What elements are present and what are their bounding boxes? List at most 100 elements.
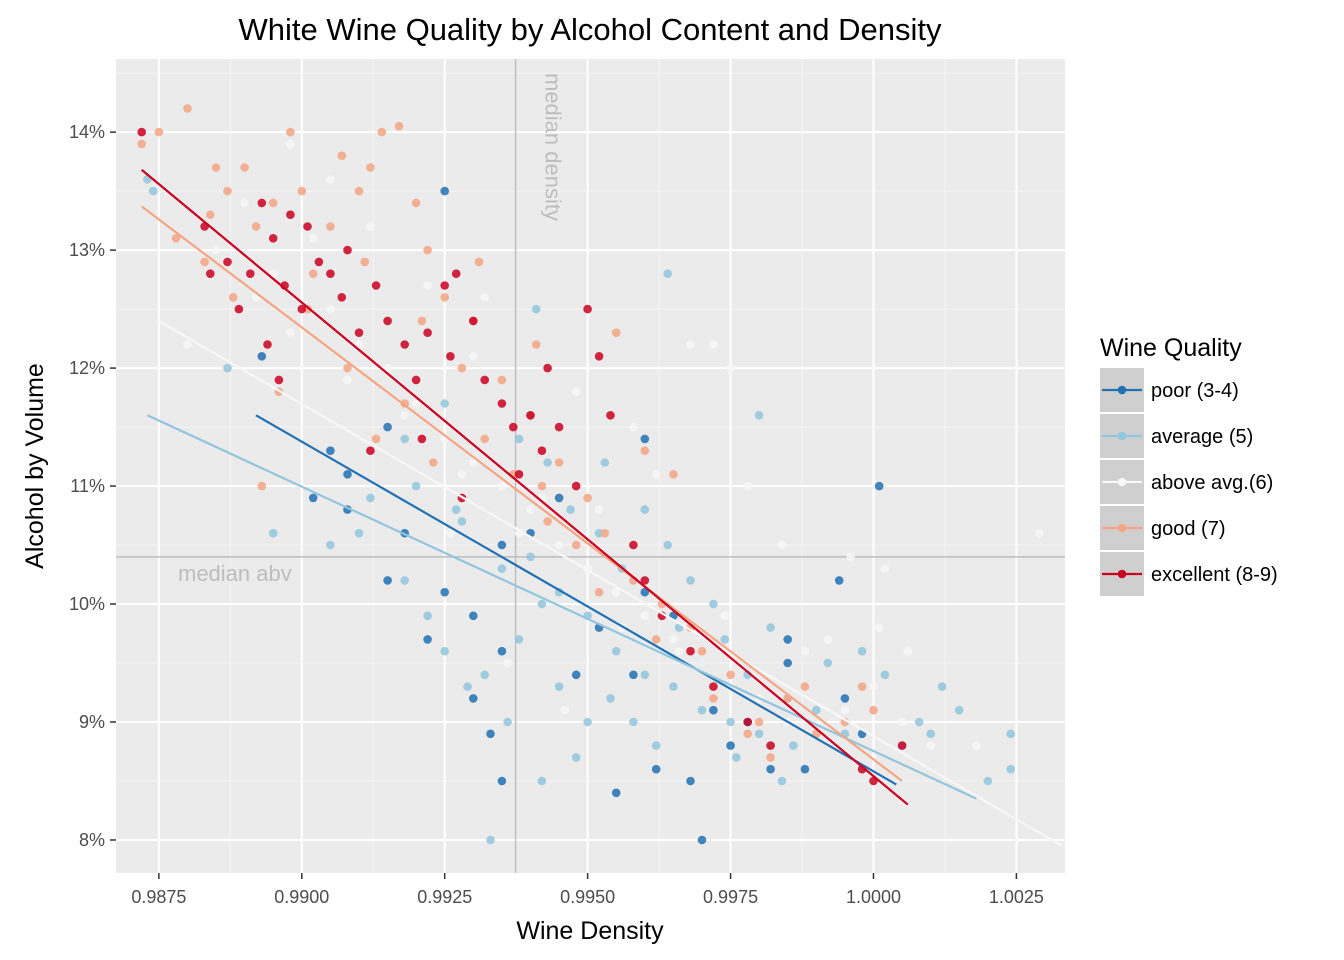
data-point: [800, 646, 810, 656]
data-point: [766, 623, 775, 632]
data-point: [411, 399, 421, 408]
data-point: [526, 552, 535, 562]
data-point: [383, 576, 392, 585]
trend-line-1: [146, 414, 977, 800]
legend-label: above avg.(6): [1151, 472, 1273, 494]
legend-key-point: [1117, 385, 1127, 395]
data-point: [869, 682, 878, 691]
data-point: [417, 316, 427, 326]
data-point: [451, 269, 461, 279]
data-point: [286, 210, 295, 219]
data-point: [440, 186, 450, 196]
data-point: [840, 705, 850, 715]
x-tick-label: 0.9950: [560, 887, 615, 907]
data-point: [400, 576, 410, 585]
data-points: [137, 104, 1044, 845]
data-point: [754, 729, 764, 739]
data-point: [469, 458, 478, 467]
data-point: [400, 340, 410, 349]
series-points-2: [183, 139, 1044, 750]
data-point: [903, 646, 913, 656]
data-point: [686, 340, 695, 349]
data-point: [423, 328, 432, 338]
data-point: [509, 422, 518, 432]
data-point: [223, 363, 232, 373]
data-point: [663, 269, 672, 279]
x-tick-label: 0.9925: [417, 887, 472, 907]
data-point: [497, 776, 507, 786]
data-point: [497, 646, 507, 656]
data-point: [343, 363, 352, 373]
trend-line-0: [255, 414, 897, 786]
y-axis: 8% 9% 10% 11% 12% 13% 14%: [69, 122, 116, 850]
data-point: [308, 234, 318, 243]
data-point: [783, 635, 792, 644]
data-point: [583, 717, 592, 727]
median-abv-label: median abv: [178, 561, 292, 586]
data-point: [514, 635, 524, 644]
data-point: [606, 411, 615, 420]
data-point: [554, 493, 564, 503]
x-tick-label: 0.9875: [131, 887, 186, 907]
data-point: [148, 186, 158, 196]
data-point: [497, 540, 507, 550]
data-point: [600, 528, 610, 538]
data-point: [926, 741, 935, 750]
data-point: [286, 328, 295, 338]
data-point: [897, 741, 907, 750]
data-point: [697, 835, 707, 845]
data-point: [440, 293, 450, 302]
data-point: [469, 694, 478, 703]
data-point: [314, 257, 324, 267]
y-tick-label: 13%: [69, 240, 105, 260]
data-point: [880, 564, 890, 573]
data-point: [326, 540, 335, 550]
data-point: [554, 422, 564, 432]
data-point: [640, 587, 650, 597]
data-point: [611, 646, 621, 656]
data-point: [446, 528, 455, 538]
data-point: [257, 481, 267, 491]
trend-line-2: [158, 319, 1063, 847]
data-point: [497, 564, 507, 573]
series-points-4: [137, 127, 907, 786]
data-point: [726, 670, 735, 680]
data-point: [686, 576, 695, 585]
data-point: [583, 304, 592, 314]
data-point: [566, 505, 575, 514]
data-point: [629, 670, 638, 680]
data-point: [537, 481, 547, 491]
data-point: [686, 646, 695, 656]
data-point: [211, 163, 221, 172]
data-point: [497, 481, 507, 491]
data-point: [366, 446, 375, 456]
data-point: [343, 245, 352, 255]
data-point: [400, 411, 410, 420]
data-point: [777, 540, 787, 550]
data-point: [840, 694, 850, 703]
data-point: [354, 340, 364, 349]
data-point: [308, 269, 318, 279]
data-point: [726, 363, 735, 373]
data-point: [326, 304, 335, 314]
data-point: [531, 340, 541, 349]
data-point: [726, 741, 735, 750]
data-point: [234, 304, 244, 314]
data-point: [423, 281, 432, 290]
data-point: [457, 517, 467, 526]
data-point: [766, 753, 775, 762]
data-point: [709, 340, 718, 349]
data-point: [640, 446, 650, 456]
legend: Wine Quality poor (3-4) average (5) above …: [1100, 334, 1278, 596]
data-point: [457, 470, 467, 479]
data-point: [526, 411, 535, 420]
data-point: [543, 517, 552, 526]
data-point: [469, 316, 478, 326]
data-point: [954, 705, 964, 715]
data-point: [366, 493, 375, 503]
data-point: [640, 611, 650, 621]
data-point: [531, 304, 541, 314]
data-point: [651, 741, 661, 750]
data-point: [640, 670, 650, 680]
data-point: [423, 635, 432, 644]
